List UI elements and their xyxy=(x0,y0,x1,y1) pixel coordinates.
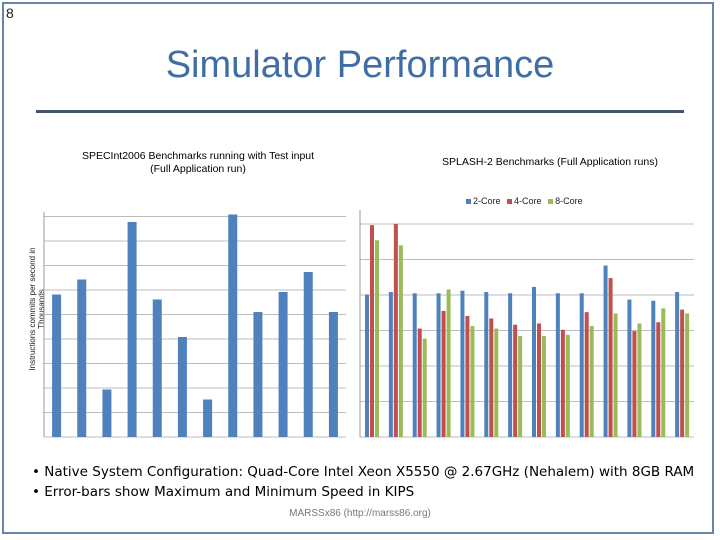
left-bar-12 xyxy=(328,312,338,437)
right-bar-4-Core-6 xyxy=(489,318,494,437)
right-bar-2-Core-5 xyxy=(460,290,465,437)
left-bar-6 xyxy=(177,337,187,437)
right-bar-4-Core-12 xyxy=(632,331,637,437)
right-bar-4-Core-8 xyxy=(537,323,541,437)
right-bar-8-Core-3 xyxy=(422,338,427,437)
right-bar-8-Core-5 xyxy=(470,326,475,437)
left-bar-11 xyxy=(303,272,313,437)
right-bar-4-Core-10 xyxy=(584,312,589,437)
right-bar-4-Core-14 xyxy=(680,309,685,437)
right-bar-4-Core-1 xyxy=(370,225,374,437)
legend-label-2core: 2-Core xyxy=(473,196,501,206)
right-bar-8-Core-9 xyxy=(565,334,570,437)
right-bar-2-Core-3 xyxy=(412,293,417,437)
right-bar-4-Core-5 xyxy=(465,315,470,437)
left-bar-8 xyxy=(228,214,238,437)
footer-url: MARSSx86 (http://marss86.org) xyxy=(289,508,431,519)
notes: • Native System Configuration: Quad-Core… xyxy=(32,462,694,502)
left-bar-3 xyxy=(102,389,112,437)
legend-label-4core: 4-Core xyxy=(514,196,542,206)
right-bar-2-Core-10 xyxy=(579,293,584,437)
right-bar-8-Core-1 xyxy=(375,240,379,437)
note-native-config: • Native System Configuration: Quad-Core… xyxy=(32,464,695,480)
left-bar-7 xyxy=(203,399,213,437)
left-bar-9 xyxy=(253,312,263,437)
right-chart-legend: 2-Core 4-Core 8-Core xyxy=(462,196,583,206)
left-bar-10 xyxy=(278,292,288,437)
right-bar-8-Core-10 xyxy=(589,326,594,437)
left-bar-4 xyxy=(127,222,137,437)
right-bar-8-Core-14 xyxy=(685,313,690,437)
left-chart-title: SPECInt2006 Benchmarks running with Test… xyxy=(81,150,315,175)
slide-number: 8 xyxy=(6,5,14,21)
right-bar-8-Core-2 xyxy=(398,245,403,437)
right-bar-8-Core-4 xyxy=(446,289,451,437)
right-bar-2-Core-11 xyxy=(603,265,608,437)
right-bar-8-Core-13 xyxy=(661,308,666,437)
right-bar-2-Core-6 xyxy=(484,291,489,437)
right-bar-4-Core-13 xyxy=(656,322,661,437)
right-bar-2-Core-14 xyxy=(675,291,680,437)
left-bar-1 xyxy=(52,294,62,437)
slide-title: Simulator Performance xyxy=(165,44,555,86)
right-bar-4-Core-3 xyxy=(417,328,422,437)
right-bar-2-Core-8 xyxy=(532,286,536,437)
legend-label-8core: 8-Core xyxy=(555,196,583,206)
right-bar-2-Core-2 xyxy=(388,291,393,437)
right-bar-8-Core-8 xyxy=(542,336,546,437)
slide-frame xyxy=(2,2,714,534)
right-bar-2-Core-4 xyxy=(436,293,441,437)
right-bar-4-Core-11 xyxy=(608,278,613,437)
legend-swatch-4core xyxy=(507,199,513,204)
right-bar-4-Core-7 xyxy=(513,324,518,437)
right-bar-2-Core-12 xyxy=(627,299,632,437)
legend-swatch-2core xyxy=(466,199,471,204)
right-bar-4-Core-2 xyxy=(393,223,398,437)
right-bar-2-Core-7 xyxy=(508,293,513,437)
title-underline xyxy=(36,110,684,113)
right-bar-8-Core-12 xyxy=(637,323,642,437)
left-bar-2 xyxy=(77,279,87,437)
right-bar-4-Core-4 xyxy=(441,310,446,437)
right-bar-2-Core-9 xyxy=(555,293,560,437)
note-error-bars: • Error-bars show Maximum and Minimum Sp… xyxy=(32,484,415,500)
right-chart-title: SPLASH-2 Benchmarks (Full Application ru… xyxy=(442,156,658,168)
right-bar-8-Core-6 xyxy=(494,328,499,437)
left-bar-5 xyxy=(152,299,162,437)
legend-swatch-8core xyxy=(548,199,554,204)
right-bar-4-Core-9 xyxy=(560,329,565,437)
right-bar-8-Core-11 xyxy=(613,313,618,437)
right-bar-2-Core-13 xyxy=(651,300,656,437)
right-bar-2-Core-1 xyxy=(365,294,369,437)
right-bar-8-Core-7 xyxy=(518,336,523,437)
